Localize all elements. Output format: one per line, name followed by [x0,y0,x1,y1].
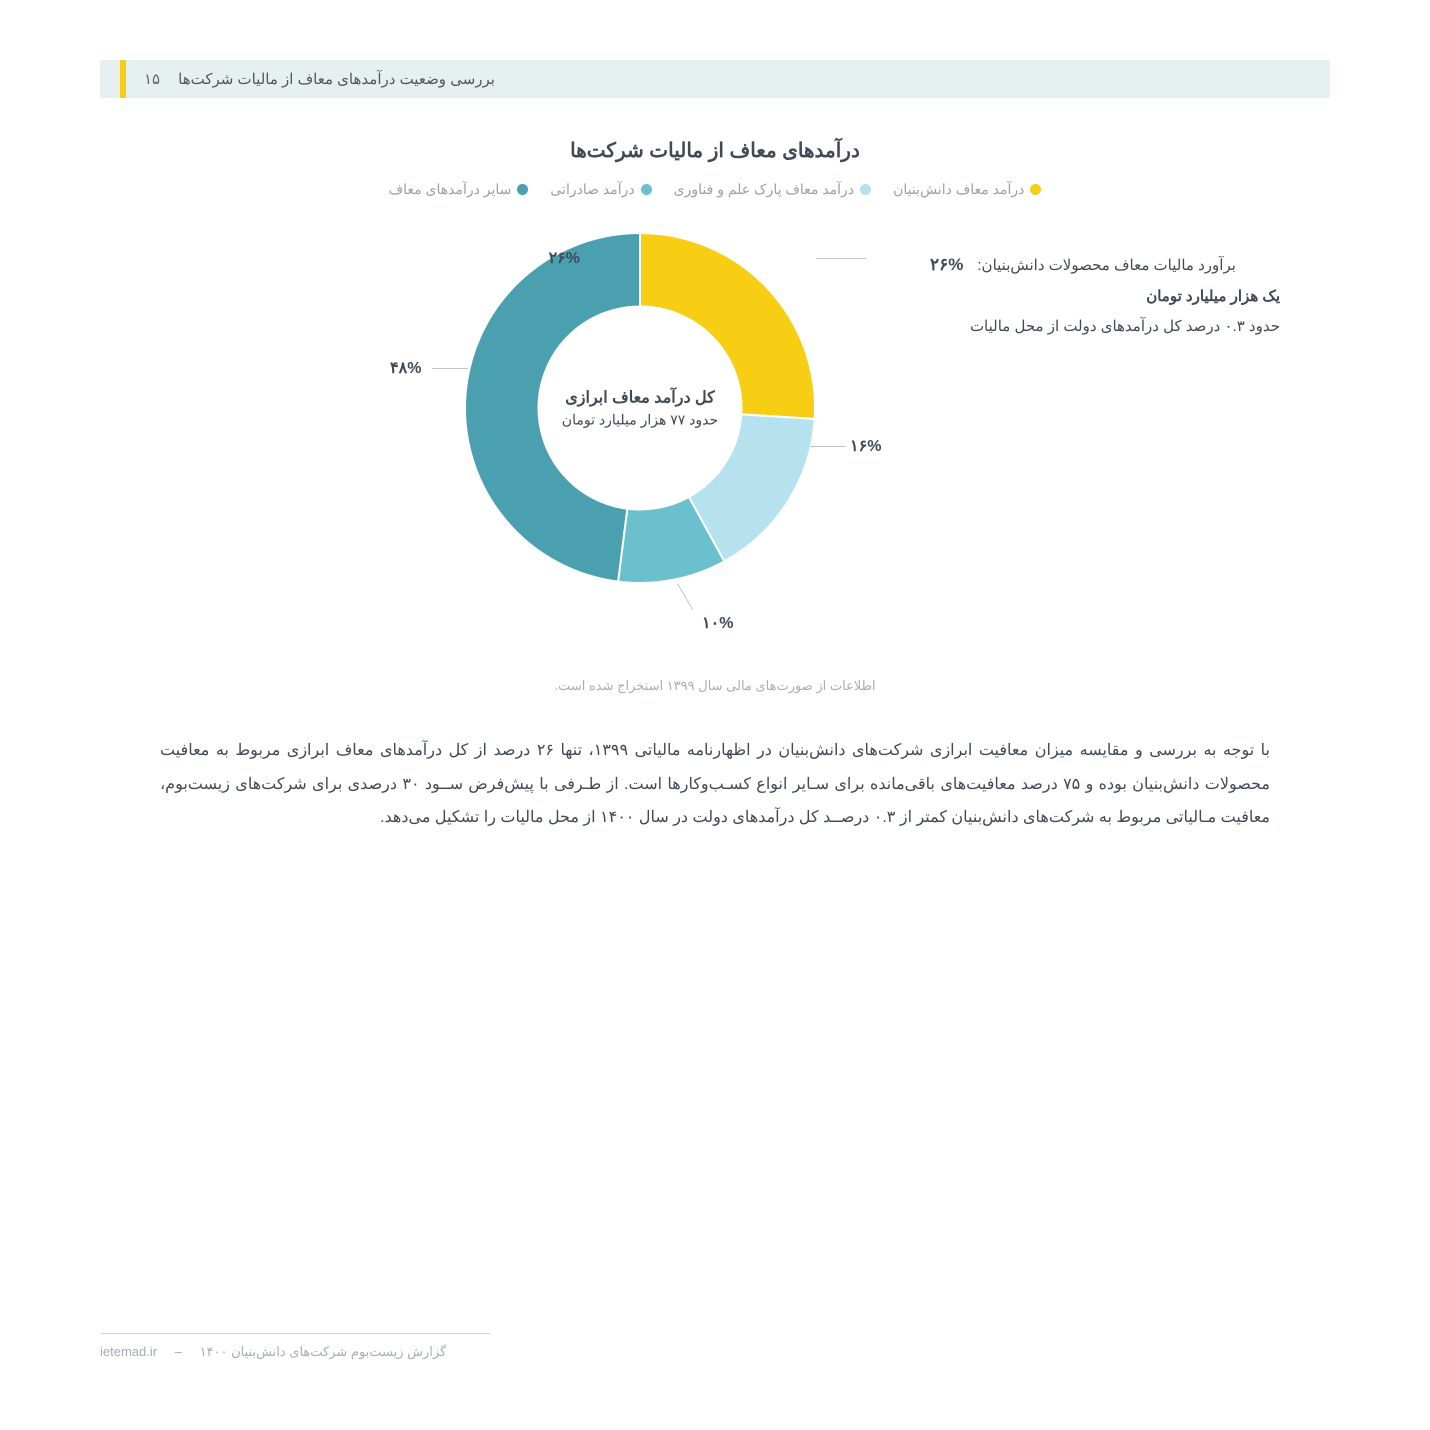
legend-label: درآمد معاف دانش‌بنیان [893,181,1024,198]
leader-16 [810,446,846,447]
pct-48: ۴۸% [390,358,421,378]
leader-48 [432,368,468,369]
page-footer: ietemad.ir – گزارش زیست‌بوم شرکت‌های دان… [100,1321,1330,1360]
page-number: ۱۵ [144,70,160,88]
footer-rule [100,1333,490,1334]
legend-dot [860,184,871,195]
chart-legend: سایر درآمدهای معاف درآمد صادراتی درآمد معا… [150,181,1280,198]
donut-center: کل درآمد معاف ابرازی حدود ۷۷ هزار میلیار… [555,388,725,429]
legend-dot [517,184,528,195]
legend-item: درآمد صادراتی [550,181,651,198]
body-paragraph: با توجه به بررسی و مقایسه میزان معافیت ا… [150,734,1280,835]
pct-16: ۱۶% [850,436,881,456]
legend-label: سایر درآمدهای معاف [389,181,512,198]
header-accent [120,60,126,98]
header-title: بررسی وضعیت درآمدهای معاف از مالیات شرکت… [178,70,495,88]
footer-right: گزارش زیست‌بوم شرکت‌های دانش‌بنیان ۱۴۰۰ [200,1344,447,1359]
donut-wrap: کل درآمد معاف ابرازی حدود ۷۷ هزار میلیار… [460,228,820,588]
pct-10: ۱۰% [702,613,733,633]
legend-item: سایر درآمدهای معاف [389,181,529,198]
legend-label: درآمد معاف پارک علم و فناوری [674,181,854,198]
center-line2: حدود ۷۷ هزار میلیارد تومان [555,412,725,429]
chart-annotation: برآورد مالیات معاف محصولات دانش‌بنیان: ۲… [930,248,1280,342]
footer-sep: – [175,1344,182,1359]
annotation-line2: یک هزار میلیارد تومان [930,282,1280,312]
legend-dot [641,184,652,195]
page-header: بررسی وضعیت درآمدهای معاف از مالیات شرکت… [100,60,1330,98]
footer-left: ietemad.ir [100,1344,157,1359]
donut-chart: برآورد مالیات معاف محصولات دانش‌بنیان: ۲… [150,228,1280,688]
legend-label: درآمد صادراتی [550,181,634,198]
legend-item: درآمد معاف دانش‌بنیان [893,181,1041,198]
pct-26: ۲۶% [549,248,580,268]
annotation-pct: ۲۶% [930,248,963,282]
legend-item: درآمد معاف پارک علم و فناوری [674,181,871,198]
annotation-line1: برآورد مالیات معاف محصولات دانش‌بنیان: [977,251,1236,281]
legend-dot [1030,184,1041,195]
center-line1: کل درآمد معاف ابرازی [555,388,725,408]
chart-title: درآمدهای معاف از مالیات شرکت‌ها [150,138,1280,163]
annotation-line3: حدود ۰.۳ درصد کل درآمدهای دولت از محل ما… [930,312,1280,342]
leader-26 [816,258,866,259]
